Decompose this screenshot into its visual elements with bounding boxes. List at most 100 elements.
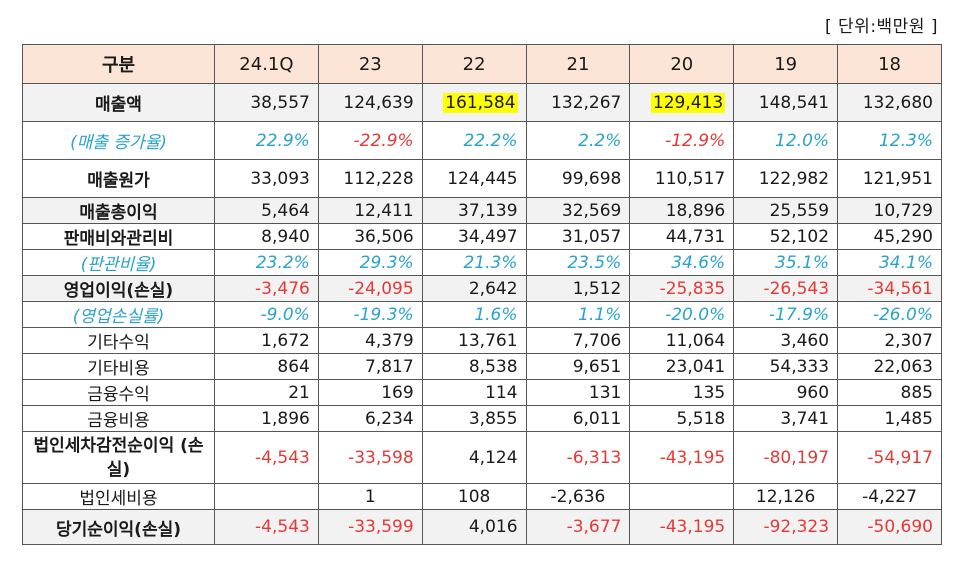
table-cell: -4,543 <box>214 431 319 484</box>
row-label: 금융수익 <box>22 379 215 406</box>
table-cell: 25,559 <box>733 197 839 224</box>
table-cell: 1,485 <box>837 405 942 432</box>
table-cell: 5,518 <box>629 405 735 432</box>
table-cell: 21 <box>214 379 319 406</box>
table-cell <box>629 483 735 510</box>
table-row-income-tax: 법인세비용 1 108 -2,636 12,126 -4,227 <box>22 483 942 510</box>
table-row-cost-of-sales: 매출원가 33,093 112,228 124,445 99,698 110,5… <box>22 159 942 198</box>
table-cell: 108 <box>421 483 527 510</box>
table-cell: -3,677 <box>525 509 631 545</box>
table-cell: 21.3% <box>421 249 527 276</box>
table-row-sga: 판매비와관리비 8,940 36,506 34,497 31,057 44,73… <box>22 223 942 250</box>
table-cell: 23.5% <box>525 249 631 276</box>
table-cell: -20.0% <box>629 301 735 328</box>
row-label: (판관비율) <box>22 249 215 276</box>
table-cell: 22,063 <box>837 353 942 380</box>
table-cell: 12.0% <box>733 121 839 160</box>
table-row-operating-income: 영업이익(손실) -3,476 -24,095 2,642 1,512 -25,… <box>22 275 942 302</box>
table-cell: 45,290 <box>837 223 942 250</box>
table-cell: 23.2% <box>214 249 319 276</box>
table-cell: 131 <box>525 379 631 406</box>
table-cell: 34.6% <box>629 249 735 276</box>
table-cell: 11,064 <box>629 327 735 354</box>
table-cell: -26.0% <box>837 301 942 328</box>
table-cell: 23,041 <box>629 353 735 380</box>
header-cell-18: 18 <box>837 44 942 84</box>
table-cell: 1,896 <box>214 405 319 432</box>
row-label: 당기순이익(손실) <box>22 509 215 545</box>
table-cell <box>214 483 319 510</box>
table-cell: -2,636 <box>525 483 631 510</box>
table-cell: -6,313 <box>525 431 631 484</box>
table-cell: 3,460 <box>733 327 839 354</box>
row-label: 기타비용 <box>22 353 215 380</box>
table-cell: 132,680 <box>837 83 942 122</box>
table-row-finance-costs: 금융비용 1,896 6,234 3,855 6,011 5,518 3,741… <box>22 405 942 432</box>
table-cell: 885 <box>837 379 942 406</box>
table-row-pretax-income: 법인세차감전순이익 (손실) -4,543 -33,598 4,124 -6,3… <box>22 431 942 484</box>
row-label: 법인세비용 <box>22 483 215 510</box>
table-cell: 7,706 <box>525 327 631 354</box>
table-cell: 1,672 <box>214 327 319 354</box>
table-cell: 110,517 <box>629 159 735 198</box>
header-cell-19: 19 <box>733 44 839 84</box>
table-cell: -26,543 <box>733 275 839 302</box>
table-cell: -54,917 <box>837 431 942 484</box>
table-cell: -17.9% <box>733 301 839 328</box>
header-cell-22: 22 <box>421 44 527 84</box>
table-cell: -3,476 <box>214 275 319 302</box>
table-cell: 12.3% <box>837 121 942 160</box>
table-cell: 8,538 <box>421 353 527 380</box>
table-cell: 122,982 <box>733 159 839 198</box>
row-label: (매출 증가율) <box>22 121 215 160</box>
table-cell: 2,642 <box>421 275 527 302</box>
table-cell: 12,411 <box>317 197 423 224</box>
table-row-net-income: 당기순이익(손실) -4,543 -33,599 4,016 -3,677 -4… <box>22 509 942 545</box>
table-cell: -92,323 <box>733 509 839 545</box>
table-cell: 2.2% <box>525 121 631 160</box>
table-cell: 34.1% <box>837 249 942 276</box>
table-cell: 1,512 <box>525 275 631 302</box>
table-cell: 54,333 <box>733 353 839 380</box>
table-cell: 36,506 <box>317 223 423 250</box>
table-cell: -43,195 <box>629 509 735 545</box>
table-cell: 124,445 <box>421 159 527 198</box>
financial-table: 구분 24.1Q 23 22 21 20 19 18 매출액 38,557 12… <box>22 44 942 545</box>
table-row-revenue-growth: (매출 증가율) 22.9% -22.9% 22.2% 2.2% -12.9% … <box>22 121 942 160</box>
highlighted-value: 129,413 <box>650 92 726 113</box>
table-cell: 7,817 <box>317 353 423 380</box>
row-label: 영업이익(손실) <box>22 275 215 302</box>
table-cell: 38,557 <box>214 83 319 122</box>
table-cell: 2,307 <box>837 327 942 354</box>
table-cell: -34,561 <box>837 275 942 302</box>
table-cell: 99,698 <box>525 159 631 198</box>
table-cell: 18,896 <box>629 197 735 224</box>
header-cell-23: 23 <box>317 44 423 84</box>
table-row-sga-ratio: (판관비율) 23.2% 29.3% 21.3% 23.5% 34.6% 35.… <box>22 249 942 276</box>
table-cell: -33,599 <box>317 509 423 545</box>
table-cell: 129,413 <box>629 83 735 122</box>
table-cell: 169 <box>317 379 423 406</box>
table-cell: 6,011 <box>525 405 631 432</box>
unit-label: [ 단위:백만원 ] <box>825 17 938 37</box>
header-row: 구분 24.1Q 23 22 21 20 19 18 <box>22 44 942 84</box>
table-cell: 124,639 <box>317 83 423 122</box>
table-cell: -9.0% <box>214 301 319 328</box>
table-cell: 132,267 <box>525 83 631 122</box>
table-cell: 148,541 <box>733 83 839 122</box>
table-cell: 4,016 <box>421 509 527 545</box>
table-cell: -12.9% <box>629 121 735 160</box>
table-cell: -80,197 <box>733 431 839 484</box>
row-label: 매출총이익 <box>22 197 215 224</box>
table-cell: -24,095 <box>317 275 423 302</box>
table-cell: 35.1% <box>733 249 839 276</box>
table-cell: 112,228 <box>317 159 423 198</box>
row-label: 법인세차감전순이익 (손실) <box>22 431 215 484</box>
table-cell: 13,761 <box>421 327 527 354</box>
row-label: 매출액 <box>22 83 215 122</box>
table-cell: -50,690 <box>837 509 942 545</box>
row-label: 매출원가 <box>22 159 215 198</box>
table-cell: 10,729 <box>837 197 942 224</box>
table-row-other-expenses: 기타비용 864 7,817 8,538 9,651 23,041 54,333… <box>22 353 942 380</box>
table-cell: 114 <box>421 379 527 406</box>
